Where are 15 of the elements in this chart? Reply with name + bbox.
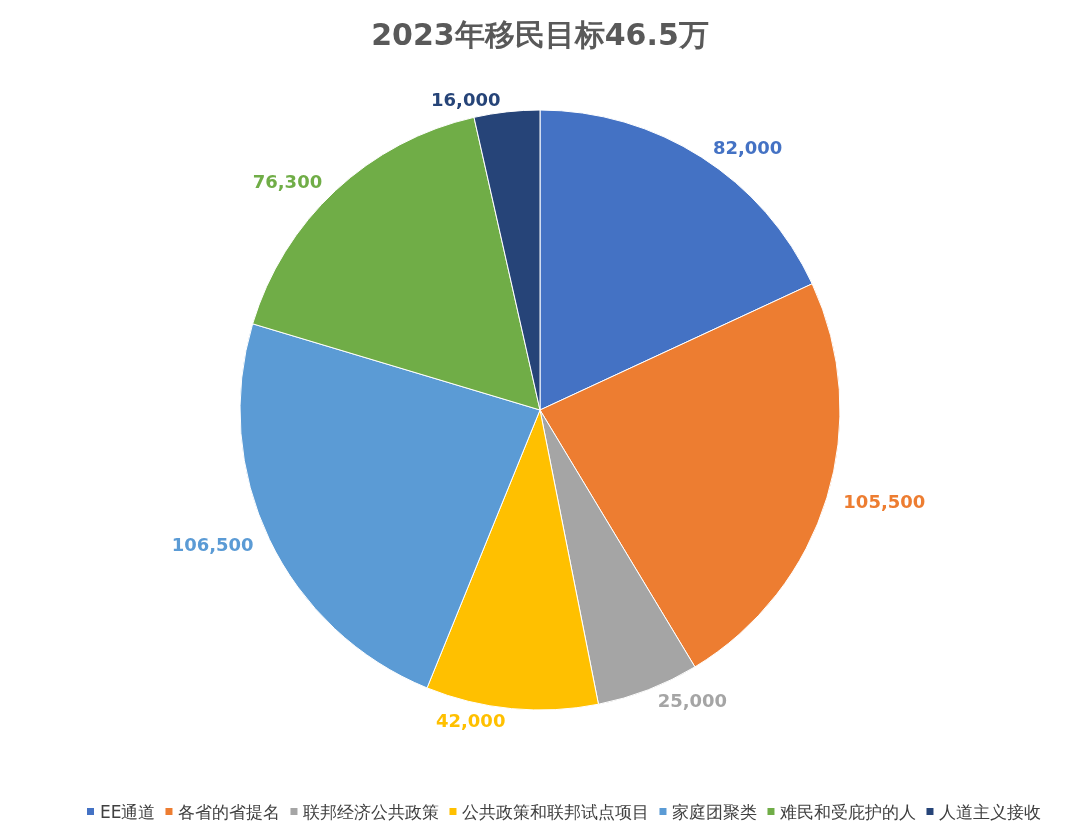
data-label: 25,000 xyxy=(657,690,728,712)
legend-label: 公共政策和联邦试点项目 xyxy=(462,801,650,822)
legend-label: 联邦经济公共政策 xyxy=(303,801,440,822)
data-label: 42,000 xyxy=(435,710,506,732)
data-label: 105,500 xyxy=(843,490,926,512)
legend-label: 家庭团聚类 xyxy=(672,801,758,822)
data-label: 16,000 xyxy=(431,89,501,111)
legend-label: 各省的省提名 xyxy=(178,801,281,822)
legend-label: EE通道 xyxy=(100,801,156,822)
data-label: 82,000 xyxy=(712,136,783,158)
legend-label: 难民和受庇护的人 xyxy=(779,801,917,822)
data-label: 106,500 xyxy=(171,534,254,556)
chart-title: 2023年移民目标46.5万 xyxy=(371,16,709,52)
data-label: 76,300 xyxy=(252,171,323,193)
legend-label: 人道主义接收 xyxy=(939,801,1042,822)
